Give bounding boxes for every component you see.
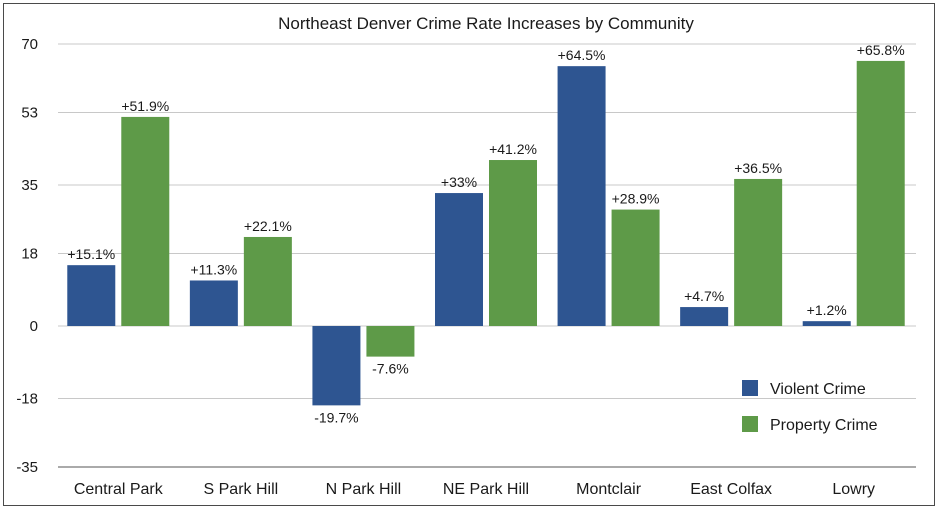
bar-data-label: +28.9%	[612, 191, 660, 207]
bar-violent-crime	[189, 280, 238, 326]
y-tick-label: 53	[21, 104, 38, 121]
x-axis-ticks: Central Park S Park Hill N Park Hill NE Par…	[74, 481, 875, 498]
y-tick-label: 18	[21, 245, 38, 262]
bar-violent-crime	[67, 265, 116, 326]
x-tick-label: East Colfax	[690, 481, 772, 498]
legend: Violent Crime Property Crime	[742, 380, 878, 434]
bar-violent-crime	[802, 321, 851, 326]
x-tick-label: NE Park Hill	[443, 481, 529, 498]
legend-label: Property Crime	[770, 417, 878, 434]
bar-violent-crime	[312, 326, 361, 406]
x-tick-label: Lowry	[832, 481, 875, 498]
data-labels: +15.1% +51.9% +11.3% +22.1% -19.7% -7.6% +33% +…	[67, 42, 904, 425]
bars	[67, 60, 905, 406]
bar-data-label: +22.1%	[244, 218, 292, 234]
bar-data-label: +41.2%	[489, 141, 537, 157]
bar-violent-crime	[435, 193, 483, 326]
legend-label: Violent Crime	[770, 381, 866, 398]
y-tick-label: 70	[21, 36, 38, 53]
bar-property-crime	[121, 116, 170, 326]
legend-swatch	[742, 416, 758, 432]
bar-data-label: -19.7%	[314, 409, 358, 425]
x-tick-label: Montclair	[576, 481, 642, 498]
bar-property-crime	[366, 326, 415, 357]
x-tick-label: N Park Hill	[326, 481, 402, 498]
bar-data-label: +64.5%	[558, 47, 606, 63]
x-tick-label: S Park Hill	[204, 481, 279, 498]
gridlines	[58, 43, 916, 468]
y-tick-label: 35	[21, 177, 38, 194]
bar-data-label: +1.2%	[807, 302, 847, 318]
bar-property-crime	[611, 209, 660, 326]
y-axis-ticks: 70 53 35 18 0 -18 -35	[16, 36, 38, 476]
legend-swatch	[742, 380, 758, 396]
bar-violent-crime	[680, 307, 729, 326]
bar-data-label: +36.5%	[734, 160, 782, 176]
bar-data-label: +65.8%	[857, 42, 905, 58]
bar-property-crime	[856, 60, 905, 327]
bar-property-crime	[489, 160, 537, 326]
bar-property-crime	[243, 236, 292, 326]
bar-data-label: +33%	[441, 174, 477, 190]
bar-data-label: +4.7%	[684, 288, 724, 304]
bar-data-label: +15.1%	[67, 246, 115, 262]
y-tick-label: -18	[16, 391, 38, 408]
x-tick-label: Central Park	[74, 481, 164, 498]
chart-title: Northeast Denver Crime Rate Increases by…	[278, 14, 694, 33]
y-tick-label: 0	[30, 318, 38, 335]
bar-data-label: -7.6%	[372, 361, 409, 377]
y-tick-label: -35	[16, 459, 38, 476]
bar-violent-crime	[557, 66, 606, 327]
bar-data-label: +51.9%	[121, 98, 169, 114]
bar-property-crime	[734, 178, 783, 326]
bar-data-label: +11.3%	[190, 261, 237, 277]
